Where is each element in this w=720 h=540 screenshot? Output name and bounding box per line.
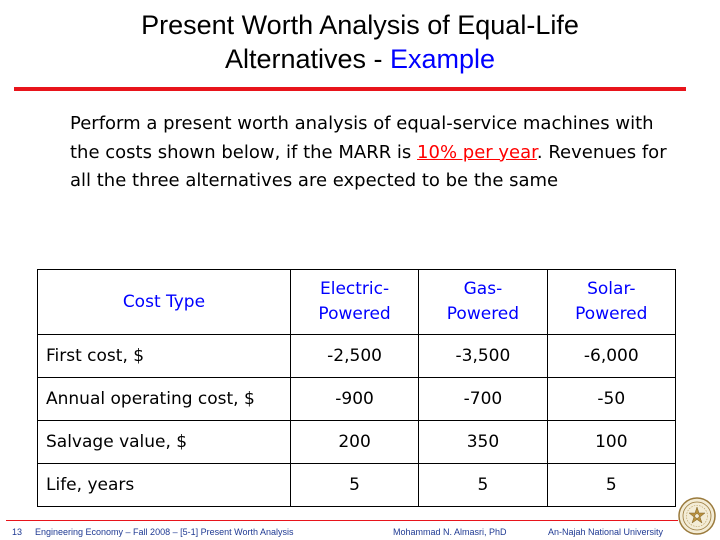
intro-text-before: Perform a present worth analysis of equa… [70, 113, 654, 163]
header-solar-line1: Solar- [587, 279, 636, 299]
row-label: Salvage value, $ [37, 420, 291, 464]
header-cost-type-label: Cost Type [122, 291, 206, 312]
slide-title: Present Worth Analysis of Equal-Life Alt… [20, 8, 700, 76]
gas-value: 350 [418, 420, 548, 464]
header-solar-line2: Powered [575, 304, 648, 324]
solar-value: 100 [546, 420, 677, 464]
header-electric-line1: Electric- [320, 279, 390, 299]
header-gas-line2: Powered [446, 304, 520, 324]
row-label: Life, years [37, 463, 291, 507]
header-electric: Electric- Powered [289, 269, 420, 335]
table-row: Life, years 5 5 5 [37, 463, 677, 507]
footer-university: An-Najah National University [548, 527, 664, 537]
row-label: First cost, $ [37, 334, 291, 378]
marr-value: 10% per year [417, 141, 537, 163]
gas-value: 5 [418, 463, 548, 507]
title-accent: Example [390, 44, 496, 74]
intro-paragraph: Perform a present worth analysis of equa… [70, 110, 685, 196]
title-line-2: Alternatives - Example [20, 42, 700, 76]
footer-divider [6, 520, 678, 521]
solar-value: -6,000 [546, 334, 677, 378]
title-divider [14, 87, 686, 91]
header-cost-type: Cost Type [37, 269, 291, 335]
footer-author: Mohammad N. Almasri, PhD [393, 527, 507, 537]
row-label: Annual operating cost, $ [37, 377, 291, 421]
cost-table: Cost Type Electric- Powered Gas- Powered S… [37, 269, 677, 507]
table-row: Annual operating cost, $ -900 -700 -50 [37, 377, 677, 421]
footer-course: Engineering Economy – Fall 2008 – [5-1] … [35, 527, 294, 537]
gas-value: -3,500 [418, 334, 548, 378]
electric-value: -2,500 [289, 334, 420, 378]
table-row: Salvage value, $ 200 350 100 [37, 420, 677, 464]
title-line-2-text: Alternatives - [224, 44, 390, 74]
title-line-1: Present Worth Analysis of Equal-Life [141, 10, 579, 40]
table-row: First cost, $ -2,500 -3,500 -6,000 [37, 334, 677, 378]
table-header-row: Cost Type Electric- Powered Gas- Powered S… [37, 269, 677, 335]
electric-value: 200 [289, 420, 420, 464]
slide-number: 13 [12, 527, 23, 537]
header-gas: Gas- Powered [418, 269, 548, 335]
header-solar: Solar- Powered [546, 269, 677, 335]
electric-value: -900 [289, 377, 420, 421]
university-seal-icon [678, 497, 716, 535]
solar-value: 5 [546, 463, 677, 507]
solar-value: -50 [546, 377, 677, 421]
gas-value: -700 [418, 377, 548, 421]
header-gas-line1: Gas- [463, 279, 503, 299]
header-electric-line2: Powered [318, 304, 391, 324]
intro-text-after: . Revenues for all the three alternative… [70, 141, 667, 192]
electric-value: 5 [289, 463, 420, 507]
